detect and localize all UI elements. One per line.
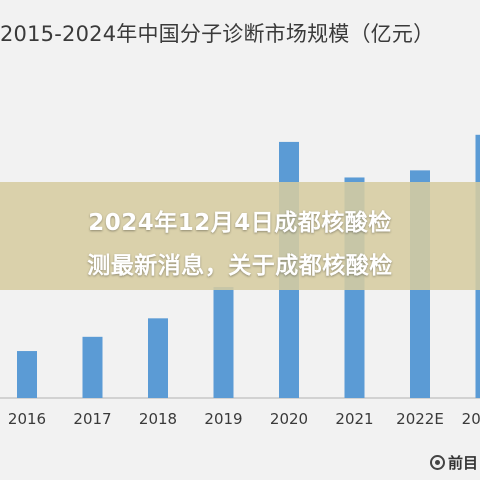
x-tick-label: 2018 — [139, 410, 177, 428]
watermark: 前目 — [430, 452, 478, 473]
chart-bar — [82, 336, 103, 398]
x-tick-label: 2023E — [462, 410, 480, 428]
chart-bar — [213, 287, 234, 398]
x-tick-label: 2021 — [335, 410, 373, 428]
watermark-text: 前目 — [448, 454, 479, 472]
x-tick-label: 2022E — [396, 410, 444, 428]
x-tick-label: 2019 — [204, 410, 242, 428]
headline-banner — [0, 182, 480, 290]
x-tick-label: 2020 — [270, 410, 308, 428]
chart-title: 2015-2024年中国分子诊断市场规模（亿元） — [0, 22, 435, 46]
chart-bar — [148, 318, 168, 398]
x-tick-label: 2017 — [73, 410, 111, 428]
headline-line-2: 测最新消息，关于成都核酸检 — [87, 253, 393, 279]
logo-icon — [430, 455, 445, 470]
x-tick-label: 2016 — [8, 410, 46, 428]
chart-bar — [17, 351, 37, 398]
headline-line-1: 2024年12月4日成都核酸检 — [88, 210, 392, 236]
